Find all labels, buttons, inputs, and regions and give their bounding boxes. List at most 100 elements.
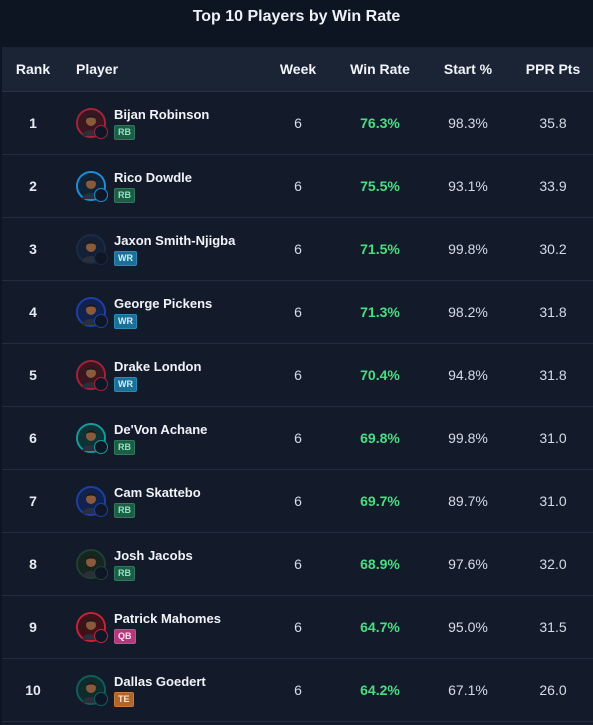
player-cell[interactable]: Cam Skattebo RB [76, 470, 276, 532]
start-pct-cell: 99.8% [428, 407, 508, 469]
table-row[interactable]: 5 Drake London WR 6 70.4% 94.8% 31.8 [2, 344, 593, 407]
start-pct-cell: 98.3% [428, 92, 508, 154]
ppr-pts-cell: 31.0 [518, 470, 588, 532]
avatar[interactable] [76, 297, 108, 328]
week-cell: 6 [270, 596, 326, 658]
week-cell: 6 [270, 92, 326, 154]
player-cell[interactable]: Patrick Mahomes QB [76, 596, 276, 658]
ppr-pts-cell: 30.2 [518, 218, 588, 280]
falcons-logo-icon [94, 125, 108, 139]
player-cell[interactable]: Dallas Goedert TE [76, 659, 276, 721]
player-name[interactable]: Patrick Mahomes [114, 610, 221, 626]
ppr-pts-value: 35.8 [539, 115, 567, 131]
table-row[interactable]: 2 Rico Dowdle RB 6 75.5% 93.1% 33.9 [2, 155, 593, 218]
player-name[interactable]: Rico Dowdle [114, 169, 193, 185]
player-cell[interactable]: De'Von Achane RB [76, 407, 276, 469]
player-name[interactable]: Drake London [114, 358, 202, 374]
table-row[interactable]: 8 Josh Jacobs RB 6 68.9% 97.6% 32.0 [2, 533, 593, 596]
ppr-pts-value: 26.0 [539, 682, 567, 698]
rank-value: 4 [29, 304, 37, 320]
position-badge: RB [114, 565, 135, 581]
player-info: George Pickens WR [114, 296, 212, 329]
win-rate-value: 64.7% [360, 619, 400, 635]
win-rate-value: 71.5% [360, 241, 400, 257]
player-name[interactable]: Bijan Robinson [114, 106, 210, 122]
ppr-pts-value: 32.0 [539, 556, 567, 572]
table-row[interactable]: 9 Patrick Mahomes QB 6 64.7% 95.0% 31.5 [2, 596, 593, 659]
column-header-ppr-pts[interactable]: PPR Pts [525, 61, 581, 77]
falcons-logo-icon [94, 377, 108, 391]
avatar[interactable] [76, 423, 108, 454]
player-info: Bijan Robinson RB [114, 107, 209, 140]
week-value: 6 [294, 682, 302, 698]
start-pct-value: 99.8% [448, 241, 488, 257]
start-pct-cell: 67.1% [428, 659, 508, 721]
table-row[interactable]: 6 De'Von Achane RB 6 69.8% 99.8% 31.0 [2, 407, 593, 470]
player-cell[interactable]: Drake London WR [76, 344, 276, 406]
start-pct-value: 98.2% [448, 304, 488, 320]
ppr-pts-value: 33.9 [539, 178, 567, 194]
position-badge: WR [114, 250, 137, 266]
table-row[interactable]: 3 Jaxon Smith-Njigba WR 6 71.5% 99.8% 30.2 [2, 218, 593, 281]
start-pct-value: 89.7% [448, 493, 488, 509]
rank-cell: 5 [2, 344, 64, 406]
player-cell[interactable]: Rico Dowdle RB [76, 155, 276, 217]
week-cell: 6 [270, 533, 326, 595]
column-header-week[interactable]: Week [279, 61, 317, 77]
table-row[interactable]: 10 Dallas Goedert TE 6 64.2% 67.1% 26.0 [2, 659, 593, 722]
ppr-pts-cell: 32.0 [518, 533, 588, 595]
ppr-pts-cell: 31.0 [518, 407, 588, 469]
rank-cell: 7 [2, 470, 64, 532]
player-cell[interactable]: Jaxon Smith-Njigba WR [76, 218, 276, 280]
ppr-pts-value: 31.5 [539, 619, 567, 635]
position-badge: RB [114, 439, 135, 455]
start-pct-cell: 98.2% [428, 281, 508, 343]
position-badge: RB [114, 124, 135, 140]
ppr-pts-cell: 31.8 [518, 344, 588, 406]
start-pct-cell: 97.6% [428, 533, 508, 595]
player-name[interactable]: Dallas Goedert [114, 673, 206, 689]
player-info: Jaxon Smith-Njigba WR [114, 233, 235, 266]
column-header-rank[interactable]: Rank [15, 61, 51, 77]
player-name[interactable]: Josh Jacobs [114, 547, 193, 563]
player-name[interactable]: De'Von Achane [114, 421, 208, 437]
table-row[interactable]: 7 Cam Skattebo RB 6 69.7% 89.7% 31.0 [2, 470, 593, 533]
column-header-win-rate[interactable]: Win Rate [350, 61, 410, 77]
win-rate-cell: 68.9% [340, 533, 420, 595]
avatar[interactable] [76, 612, 108, 643]
player-name[interactable]: George Pickens [114, 295, 213, 311]
win-rate-cell: 76.3% [340, 92, 420, 154]
position-badge: WR [114, 313, 137, 329]
ppr-pts-value: 31.8 [539, 367, 567, 383]
avatar[interactable] [76, 549, 108, 580]
week-cell: 6 [270, 407, 326, 469]
avatar[interactable] [76, 486, 108, 517]
column-header-start-pct[interactable]: Start % [443, 61, 493, 77]
avatar[interactable] [76, 108, 108, 139]
player-name[interactable]: Jaxon Smith-Njigba [114, 232, 236, 248]
eagles-logo-icon [94, 692, 108, 706]
player-cell[interactable]: Josh Jacobs RB [76, 533, 276, 595]
table-row[interactable]: 4 George Pickens WR 6 71.3% 98.2% 31.8 [2, 281, 593, 344]
ppr-pts-cell: 31.5 [518, 596, 588, 658]
player-name[interactable]: Cam Skattebo [114, 484, 201, 500]
chiefs-logo-icon [94, 629, 108, 643]
rank-cell: 10 [2, 659, 64, 721]
table-row[interactable]: 1 Bijan Robinson RB 6 76.3% 98.3% 35.8 [2, 92, 593, 155]
player-cell[interactable]: Bijan Robinson RB [76, 92, 276, 154]
players-table: Rank Player Week Win Rate Start % PPR Pt… [2, 47, 593, 725]
week-value: 6 [294, 493, 302, 509]
avatar[interactable] [76, 171, 108, 202]
avatar[interactable] [76, 234, 108, 265]
panthers-logo-icon [94, 188, 108, 202]
start-pct-cell: 99.8% [428, 218, 508, 280]
win-rate-value: 69.7% [360, 493, 400, 509]
avatar[interactable] [76, 675, 108, 706]
column-header-player[interactable]: Player [76, 61, 119, 77]
player-cell[interactable]: George Pickens WR [76, 281, 276, 343]
rank-value: 7 [29, 493, 37, 509]
start-pct-value: 94.8% [448, 367, 488, 383]
week-cell: 6 [270, 218, 326, 280]
ppr-pts-cell: 31.8 [518, 281, 588, 343]
avatar[interactable] [76, 360, 108, 391]
